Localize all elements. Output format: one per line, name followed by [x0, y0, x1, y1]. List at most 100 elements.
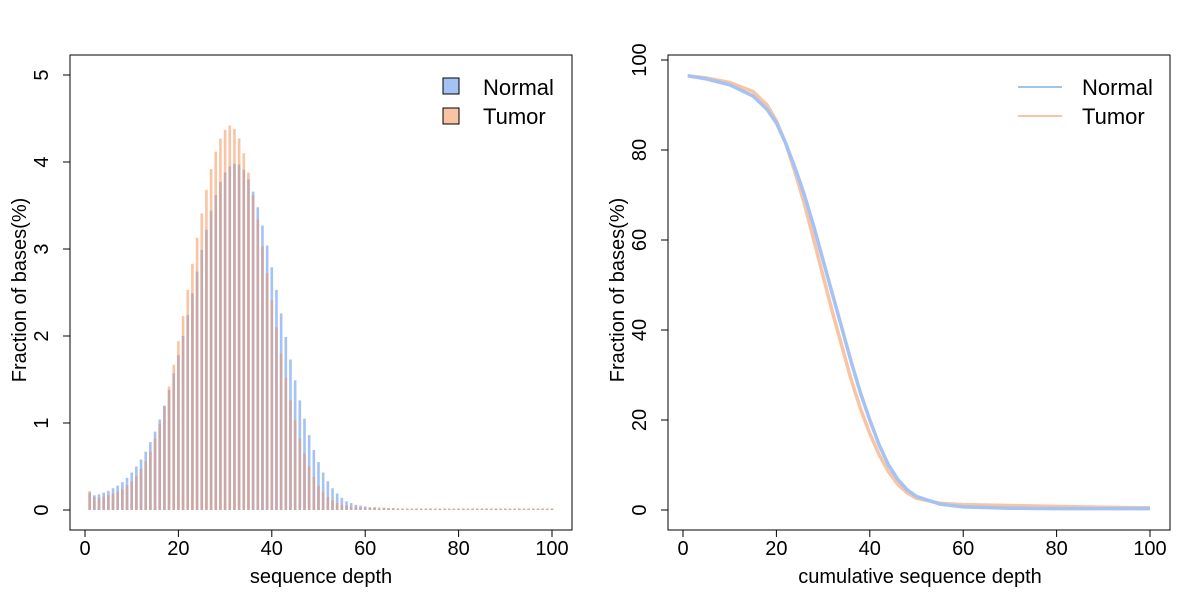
bar-overlap: [508, 509, 512, 510]
bar-overlap: [447, 509, 451, 510]
legend-label-normal: Normal: [1082, 75, 1153, 100]
bar-overlap: [298, 438, 302, 510]
bar-overlap: [415, 509, 418, 510]
y-tick-label: 0: [31, 504, 53, 515]
bar-overlap: [261, 246, 264, 510]
lines-layer: [687, 74, 1151, 511]
bar-overlap: [331, 500, 334, 510]
bar-overlap: [387, 508, 390, 510]
x-tick-label: 60: [354, 538, 376, 560]
bar-overlap: [504, 509, 507, 510]
y-axis: 0 20 40 60 80 100: [629, 43, 669, 516]
bar-overlap: [111, 493, 115, 510]
bar-overlap: [326, 496, 330, 510]
y-tick-label: 0: [629, 504, 651, 515]
legend: Normal Tumor: [1018, 75, 1153, 129]
bar-overlap: [359, 507, 362, 510]
bar-overlap: [494, 509, 498, 510]
bar-normal: [335, 493, 339, 510]
x-tick-label: 80: [1045, 538, 1067, 560]
bar-normal: [331, 488, 334, 510]
y-axis: 0 1 2 3 4 5: [31, 69, 71, 516]
x-tick-label: 20: [167, 538, 189, 560]
bar-overlap: [237, 164, 241, 511]
bar-overlap: [461, 509, 465, 510]
bar-overlap: [149, 451, 152, 510]
bar-overlap: [373, 507, 376, 510]
bar-overlap: [228, 166, 232, 510]
x-tick-label: 100: [535, 538, 568, 560]
bar-overlap: [349, 506, 353, 510]
bar-overlap: [223, 172, 227, 510]
bar-overlap: [546, 509, 549, 510]
bar-overlap: [214, 195, 218, 510]
y-tick-label: 100: [629, 43, 651, 76]
x-tick-label: 0: [677, 538, 688, 560]
bar-overlap: [489, 509, 493, 510]
bar-overlap: [307, 466, 311, 510]
bar-overlap: [88, 492, 91, 510]
bar-overlap: [93, 496, 96, 510]
depth-histogram-panel: 0 20 40 60 80 100 0 1 2 3 4 5 sequence depth Fract…: [9, 54, 573, 588]
bar-overlap: [433, 509, 437, 510]
bar-overlap: [242, 169, 246, 510]
series-line-normal: [687, 74, 1150, 511]
bar-overlap: [480, 509, 484, 510]
bar-overlap: [205, 229, 208, 511]
bar-overlap: [270, 300, 274, 510]
bar-overlap: [532, 509, 535, 510]
legend-label-tumor: Tumor: [1082, 104, 1145, 129]
bar-overlap: [251, 195, 255, 510]
x-tick-label: 20: [765, 538, 787, 560]
x-tick-label: 100: [1133, 538, 1166, 560]
bar-overlap: [279, 353, 283, 510]
legend-label-normal: Normal: [483, 75, 554, 100]
bar-overlap: [153, 438, 157, 510]
bar-normal: [340, 497, 344, 510]
x-tick-label: 0: [79, 538, 90, 560]
bar-overlap: [513, 509, 516, 510]
bar-overlap: [135, 476, 138, 510]
bar-overlap: [167, 389, 171, 510]
bar-overlap: [457, 509, 460, 510]
bar-overlap: [443, 509, 446, 510]
bar-overlap: [405, 509, 409, 510]
bar-overlap: [293, 420, 297, 510]
bar-overlap: [518, 509, 521, 510]
bar-overlap: [265, 273, 269, 510]
bar-overlap: [177, 355, 180, 510]
bar-overlap: [429, 509, 432, 510]
x-axis-label: sequence depth: [250, 566, 392, 588]
y-tick-label: 20: [629, 409, 651, 431]
bar-overlap: [396, 509, 400, 510]
legend-swatch-tumor: [442, 107, 460, 125]
bar-normal: [321, 472, 325, 510]
bar-overlap: [172, 373, 176, 510]
y-tick-label: 1: [31, 417, 53, 428]
bar-overlap: [275, 327, 278, 510]
y-tick-label: 5: [31, 69, 53, 80]
bar-overlap: [303, 453, 306, 510]
bar-overlap: [419, 509, 423, 510]
bar-overlap: [317, 485, 320, 510]
bar-normal: [326, 481, 330, 510]
bar-overlap: [121, 489, 124, 510]
bar-overlap: [382, 508, 386, 510]
bar-overlap: [363, 507, 367, 510]
bar-overlap: [195, 271, 199, 510]
y-tick-label: 60: [629, 229, 651, 251]
bar-overlap: [452, 509, 456, 510]
y-tick-label: 4: [31, 156, 53, 167]
bar-overlap: [335, 503, 339, 510]
bar-overlap: [541, 509, 544, 510]
bar-overlap: [485, 509, 488, 510]
bar-overlap: [499, 509, 502, 510]
bar-overlap: [527, 509, 530, 510]
x-tick-label: 60: [952, 538, 974, 560]
bar-overlap: [345, 505, 348, 510]
bar-overlap: [536, 509, 540, 510]
x-axis: 0 20 40 60 80 100: [677, 529, 1167, 560]
cumulative-depth-panel: 0 20 40 60 80 100 0 20 40 60 80 100 cumulative seq…: [607, 43, 1171, 588]
bar-overlap: [186, 315, 190, 510]
bar-overlap: [368, 507, 372, 510]
